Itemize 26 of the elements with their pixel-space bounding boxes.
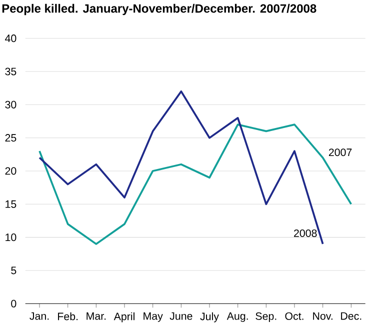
x-tick-label: April [114,312,134,322]
chart-title: People killed. January-November/December. 2007/2008 [2,4,316,16]
x-tick-label: Oct. [285,312,304,320]
y-tick-label: 20 [5,167,16,175]
y-tick-label: 5 [11,266,16,274]
x-tick-label: Dec. [341,312,362,320]
x-tick-label: Sep. [256,312,276,322]
y-tick-label: 15 [6,200,16,208]
x-tick-label: Aug. [226,312,248,322]
series-label: 2008 [294,229,317,238]
line-series [38,90,324,245]
line-series [38,124,352,245]
x-tick-label: June [170,312,192,320]
y-tick-label: 0 [11,300,16,308]
y-tick-label: 10 [6,234,16,242]
x-tick-label: Jan. [30,312,49,320]
x-tick-label: Mar. [86,312,106,320]
y-tick-label: 25 [5,134,16,142]
y-tick-label: 35 [5,68,16,76]
y-tick-label: 40 [5,34,16,42]
series-label: 2007 [328,148,352,156]
x-tick-label: July [200,312,219,322]
x-tick-label: May [144,312,163,322]
x-tick-label: Feb. [58,312,78,320]
y-tick-label: 30 [5,100,16,108]
x-tick-label: Nov. [313,312,332,320]
